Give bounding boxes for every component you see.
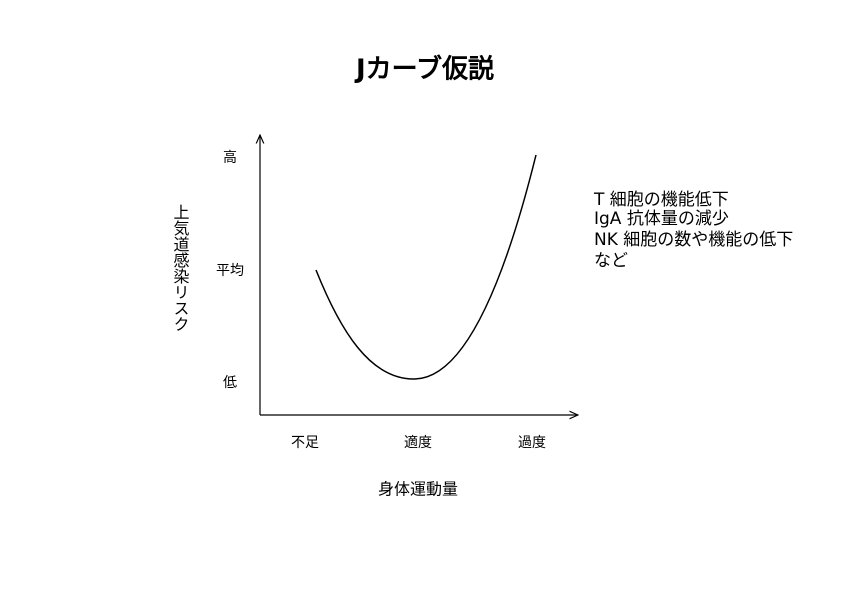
j-curve: [315, 154, 537, 380]
x-axis-label: 身体運動量: [378, 480, 458, 499]
y-level: 高: [223, 149, 237, 166]
y-level: 平均: [216, 263, 244, 279]
annotation-line: など: [594, 251, 628, 271]
y-axis-label: 上気道感染リスク: [171, 204, 190, 332]
x-level: 過度: [518, 435, 546, 451]
title: Jカーブ仮説: [354, 54, 494, 85]
annotation-line: NK 細胞の数や機能の低下: [594, 230, 793, 250]
annotation-line: IgA 抗体量の減少: [594, 209, 729, 229]
y-level: 低: [223, 375, 237, 391]
x-level: 適度: [404, 435, 432, 451]
annotation-line: T 細胞の機能低下: [593, 190, 729, 210]
x-level: 不足: [291, 435, 319, 451]
